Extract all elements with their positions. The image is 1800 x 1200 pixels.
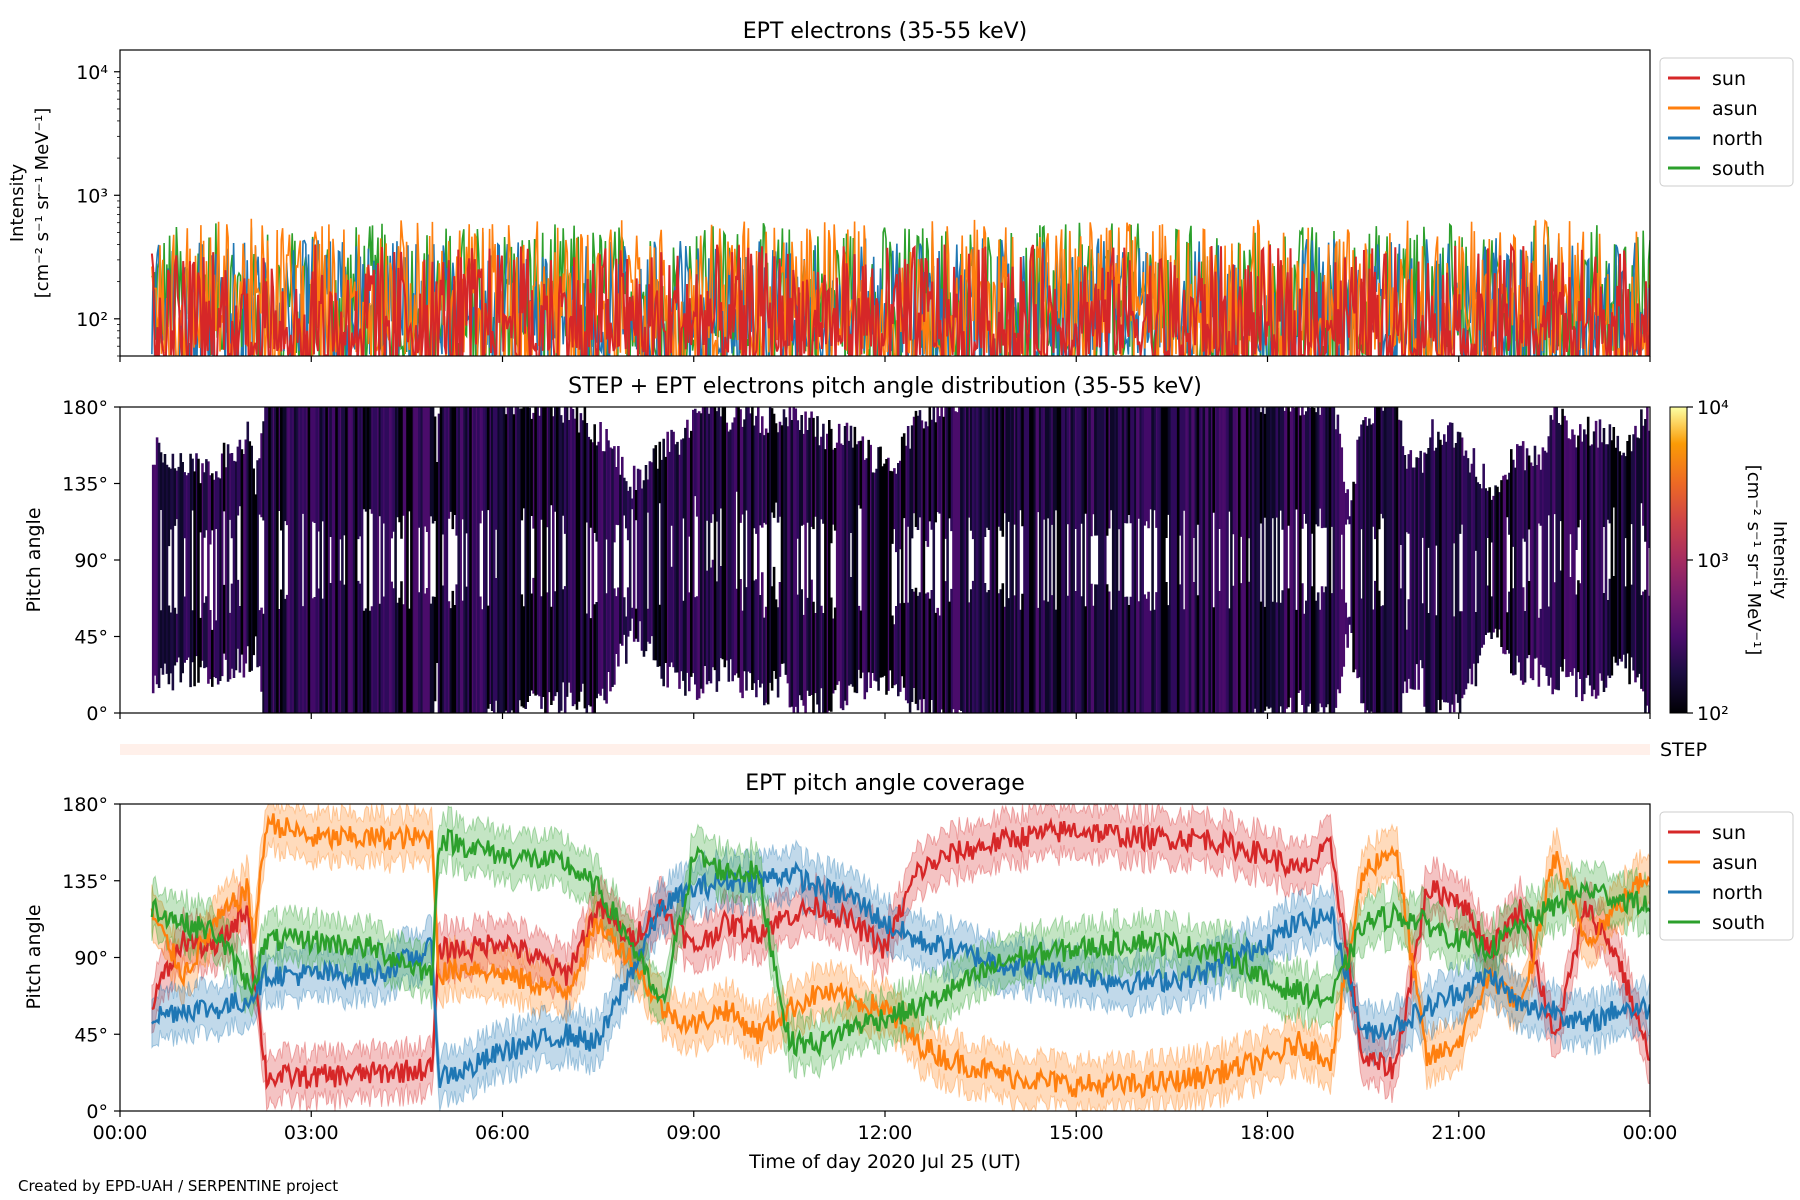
step-strip-label: STEP (1660, 739, 1707, 761)
panel3-yaxis: 0° 45° 90° 135° 180° (62, 794, 120, 1123)
y-tick-label: 90° (74, 550, 108, 572)
colorbar-bar (1669, 406, 1688, 714)
heatmap-cells-3 (159, 407, 1647, 713)
panel1-series-group (150, 218, 1650, 356)
panel1-legend-items: sun asun north south (1668, 68, 1765, 180)
panel3-ylabel: Pitch angle (23, 904, 45, 1009)
colorbar-tick-label: 10² (1697, 703, 1729, 725)
x-tick-label: 12:00 (858, 1122, 913, 1144)
panel-pad: STEP + EPT electrons pitch angle distrib… (23, 374, 1790, 725)
x-tick-label: 06:00 (475, 1122, 530, 1144)
panel2-yaxis: 0° 45° 90° 135° 180° (62, 397, 120, 725)
panel2-xaxis (119, 713, 1651, 719)
panel1-title: EPT electrons (35-55 keV) (743, 19, 1028, 44)
series-sun (150, 242, 1650, 356)
panel-step-strip: STEP (120, 739, 1707, 761)
panel1-yaxis: 10² 10³ 10⁴ (76, 62, 120, 357)
colorbar-label-line2: [cm⁻² s⁻¹ sr⁻¹ MeV⁻¹] (1743, 465, 1764, 656)
panel3-legend-items: sun asun north south (1668, 822, 1765, 934)
colorbar-tick-label: 10⁴ (1697, 397, 1729, 419)
panel3-legend: sun asun north south (1659, 811, 1794, 941)
legend-label-sun: sun (1712, 822, 1746, 844)
series-asun (151, 218, 1650, 356)
panel1-legend-box (1659, 57, 1794, 187)
y-tick-label: 90° (74, 948, 108, 970)
band-south (151, 805, 1650, 1080)
panel3-series-group (150, 804, 1650, 1111)
y-tick-label: 10⁴ (76, 62, 108, 84)
x-tick-label: 18:00 (1240, 1122, 1295, 1144)
panel1-ylabel-line2: [cm⁻² s⁻¹ sr⁻¹ MeV⁻¹] (32, 108, 53, 299)
panel3-title: EPT pitch angle coverage (745, 771, 1025, 796)
panel2-title: STEP + EPT electrons pitch angle distrib… (568, 374, 1202, 399)
colorbar-ticks: 10² 10³ 10⁴ (1687, 397, 1729, 725)
y-tick-label: 10³ (76, 185, 108, 207)
x-tick-label: 15:00 (1049, 1122, 1104, 1144)
x-tick-label: 21:00 (1431, 1122, 1486, 1144)
legend-label-sun: sun (1712, 68, 1746, 90)
footer-credit: Created by EPD-UAH / SERPENTINE project (18, 1177, 338, 1195)
band-asun (151, 804, 1650, 1111)
panel3-legend-box (1659, 811, 1794, 941)
panel1-ylabel-line1: Intensity (7, 163, 28, 242)
legend-label-south: south (1712, 158, 1765, 180)
y-tick-label: 135° (62, 474, 108, 496)
y-tick-label: 135° (62, 871, 108, 893)
panel2-ylabel: Pitch angle (23, 507, 45, 612)
panel3-xlabel: Time of day 2020 Jul 25 (UT) (748, 1151, 1021, 1173)
legend-label-asun: asun (1712, 852, 1758, 874)
y-tick-label: 10² (76, 309, 108, 331)
legend-label-south: south (1712, 912, 1765, 934)
panel-intensity: EPT electrons (35-55 keV) 10² 10³ 10⁴ Inte… (7, 19, 1794, 362)
series-south (150, 828, 1650, 1058)
panel1-legend: sun asun north south (1659, 57, 1794, 187)
legend-label-north: north (1712, 128, 1763, 150)
x-tick-label: 03:00 (284, 1122, 339, 1144)
panel3-xaxis: 00:00 03:00 06:00 09:00 12:00 15:00 18:00 21:00… (93, 1111, 1678, 1144)
heatmap-cells-5 (193, 407, 1631, 713)
legend-label-asun: asun (1712, 98, 1758, 120)
legend-label-north: north (1712, 882, 1763, 904)
colorbar: 10² 10³ 10⁴ Intensity [cm⁻² s⁻¹ sr⁻¹ MeV⁻¹… (1669, 397, 1790, 725)
y-tick-label: 45° (74, 1024, 108, 1046)
y-tick-label: 180° (62, 397, 108, 419)
panel1-xaxis (119, 356, 1651, 362)
x-tick-label: 09:00 (666, 1122, 721, 1144)
colorbar-tick-label: 10³ (1697, 550, 1729, 572)
step-strip-bar (120, 744, 1650, 755)
panel2-heatmap (151, 407, 1650, 713)
y-tick-label: 180° (62, 794, 108, 816)
y-tick-label: 45° (74, 627, 108, 649)
heatmap-cells-0 (151, 407, 1637, 713)
x-tick-label: 00:00 (93, 1122, 148, 1144)
x-tick-label: 00:00 (1623, 1122, 1678, 1144)
colorbar-label-line1: Intensity (1769, 521, 1790, 600)
y-tick-label: 0° (86, 1101, 108, 1123)
panel-coverage: EPT pitch angle coverage 0° 45° 90° 135° 180… (23, 771, 1794, 1173)
y-tick-label: 0° (86, 703, 108, 725)
band-sun (151, 804, 1650, 1111)
